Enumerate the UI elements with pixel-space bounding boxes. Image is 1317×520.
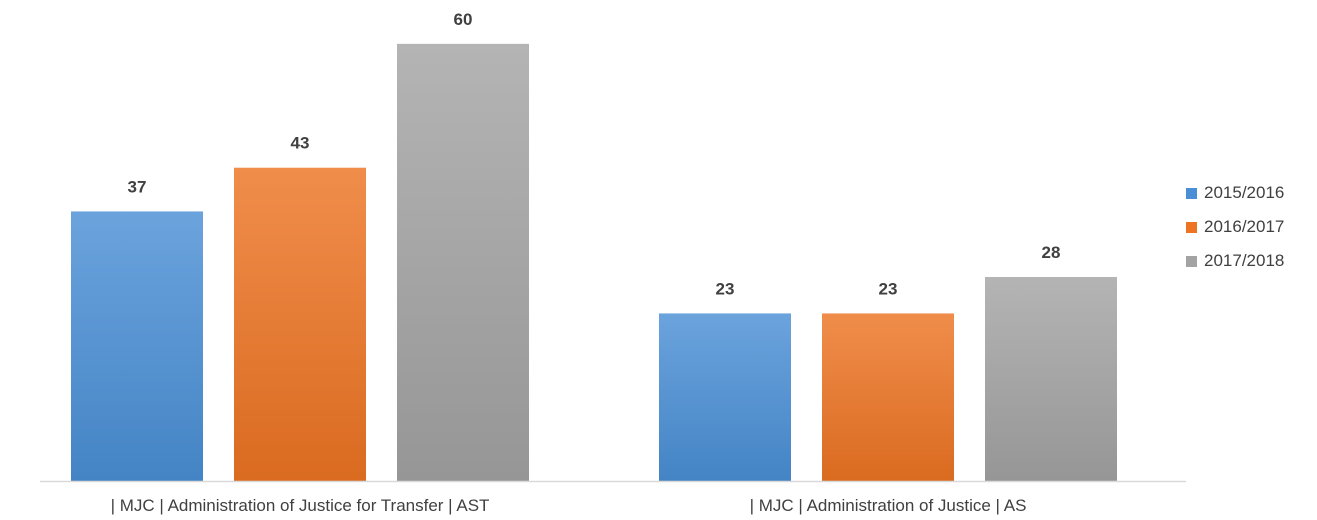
bar	[822, 313, 954, 481]
legend-item: 2016/2017	[1186, 210, 1284, 244]
data-label: 60	[454, 10, 473, 29]
data-label: 43	[291, 134, 310, 153]
data-label: 23	[879, 279, 898, 298]
category-labels-layer: | MJC | Administration of Justice for Tr…	[111, 496, 1027, 515]
bar	[234, 167, 366, 481]
legend-swatch	[1186, 187, 1197, 199]
category-label: | MJC | Administration of Justice | AS	[750, 496, 1027, 515]
legend-swatch	[1186, 221, 1197, 233]
data-labels-layer: 37 43 60 23 23 28	[128, 10, 1061, 299]
data-label: 23	[716, 279, 735, 298]
legend-item: 2017/2018	[1186, 244, 1284, 278]
category-label: | MJC | Administration of Justice for Tr…	[111, 496, 490, 515]
bar	[985, 277, 1117, 481]
legend-swatch	[1186, 255, 1197, 267]
legend-item: 2015/2016	[1186, 176, 1284, 210]
legend: 2015/2016 2016/2017 2017/2018	[1186, 176, 1284, 278]
legend-label: 2015/2016	[1204, 183, 1285, 202]
bar	[71, 211, 203, 481]
data-label: 28	[1042, 243, 1061, 262]
legend-label: 2016/2017	[1204, 217, 1285, 236]
bar	[659, 313, 791, 481]
bars-layer	[71, 43, 1117, 481]
data-label: 37	[128, 177, 147, 196]
legend-label: 2017/2018	[1204, 251, 1285, 270]
bar	[397, 43, 529, 481]
